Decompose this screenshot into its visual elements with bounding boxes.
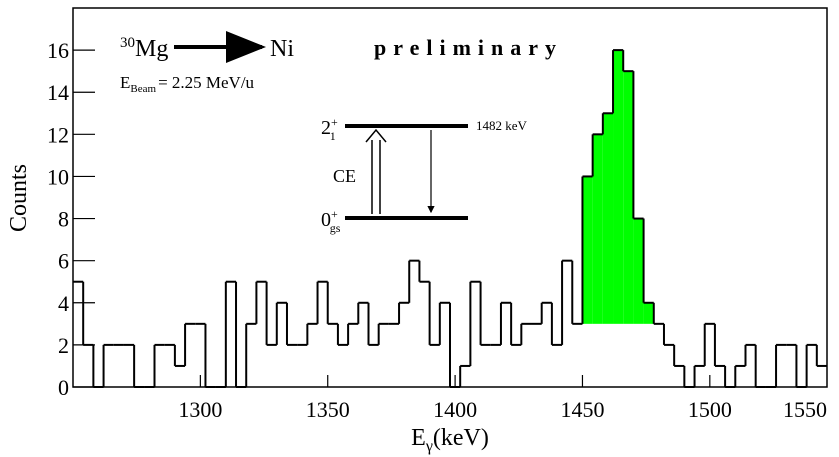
y-tick-label: 0: [58, 375, 69, 400]
level-spin: 0: [321, 209, 331, 231]
reaction: 30Mg: [120, 35, 168, 62]
level-label: 0+ gs: [321, 207, 341, 235]
y-tick-label: 10: [47, 164, 69, 189]
projectile: Mg: [135, 36, 168, 62]
x-tick-label: 1300: [178, 397, 222, 422]
level-parity: +: [331, 207, 338, 221]
beam-energy: EBeam = 2.25 MeV/u: [120, 73, 255, 95]
y-tick-label: 16: [47, 38, 69, 63]
x-tick-label: 1500: [688, 397, 732, 422]
x-title-symbol: E: [411, 425, 426, 451]
x-tick-label: 1550: [783, 397, 827, 422]
x-title-subscript: γ: [425, 438, 433, 455]
level-label: 2+ 1: [321, 115, 338, 143]
x-title-unit: (keV): [433, 425, 489, 451]
y-tick-label: 14: [47, 80, 69, 105]
x-tick-label: 1450: [560, 397, 604, 422]
y-tick-label: 8: [58, 207, 69, 232]
peak-fill: [592, 134, 603, 324]
peak-fill: [602, 113, 614, 324]
level-parity: +: [331, 115, 338, 129]
beam-subscript: Beam: [130, 83, 156, 95]
peak-fill: [643, 302, 654, 324]
level-index: gs: [330, 221, 341, 235]
transition-label: CE: [333, 166, 356, 186]
y-tick-label: 2: [58, 333, 69, 358]
target: Ni: [270, 36, 294, 62]
x-axis-title: Eγ(keV): [411, 425, 489, 455]
peak-fill: [623, 71, 634, 324]
x-tick-label: 1350: [306, 397, 350, 422]
peak-fill: [582, 176, 593, 324]
y-axis-title: Counts: [6, 164, 32, 232]
y-tick-label: 4: [58, 291, 69, 316]
beam-symbol: E: [120, 73, 130, 92]
level-spin: 2: [321, 117, 331, 139]
level-energy: 1482 keV: [476, 118, 528, 133]
watermark: preliminary: [374, 35, 563, 60]
y-tick-label: 6: [58, 249, 69, 274]
excitation-arrow-head: [365, 128, 387, 143]
level-index: 1: [330, 129, 336, 143]
y-tick-label: 12: [47, 122, 69, 147]
peak-fill: [613, 50, 624, 324]
plot-frame: [72, 7, 828, 388]
beam-value: = 2.25 MeV/u: [158, 73, 254, 92]
x-tick-label: 1400: [433, 397, 477, 422]
peak-fill: [633, 218, 644, 324]
mass-number: 30: [120, 35, 135, 51]
